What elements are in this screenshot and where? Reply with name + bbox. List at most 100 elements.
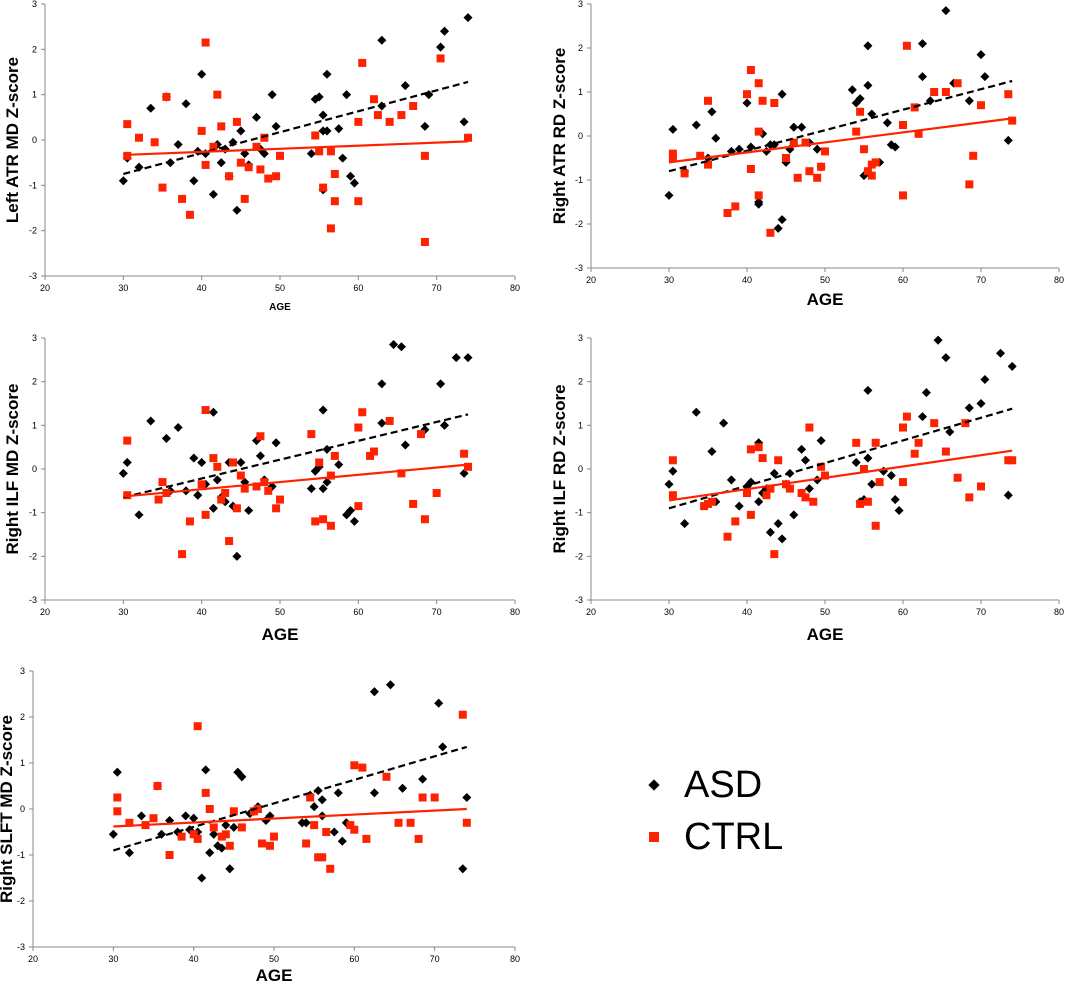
data-point-asd [917, 72, 928, 82]
data-point-asd [773, 519, 783, 529]
data-point-asd [459, 117, 469, 127]
legend: ASD CTRL [640, 764, 840, 875]
data-point-ctrl [193, 834, 202, 843]
data-point-ctrl [813, 173, 822, 182]
data-point-ctrl [406, 818, 415, 827]
data-point-ctrl [941, 88, 950, 96]
data-point-ctrl [256, 165, 265, 174]
diamond-marker-icon [648, 779, 660, 791]
data-point-ctrl [354, 197, 363, 206]
data-point-ctrl [197, 126, 206, 135]
data-point-ctrl [774, 456, 783, 465]
data-point-ctrl [789, 138, 798, 147]
data-point-ctrl [746, 445, 755, 454]
data-point-asd [377, 35, 387, 45]
data-point-ctrl [930, 419, 939, 428]
data-point-asd [385, 680, 396, 690]
data-point-asd [1003, 135, 1013, 145]
data-point-asd [917, 412, 928, 422]
data-point-asd [118, 176, 128, 186]
data-point-asd [800, 455, 811, 465]
data-point-ctrl [201, 406, 210, 415]
data-point-asd [451, 353, 461, 363]
data-point-ctrl [265, 841, 274, 850]
data-point-ctrl [464, 462, 472, 471]
y-axis-title: Right SLFT MD Z-score [0, 715, 16, 903]
y-axis-title: Right ATR RD Z-score [550, 48, 569, 225]
data-point-ctrl [177, 832, 186, 841]
data-point-asd [377, 379, 387, 389]
data-point-ctrl [240, 484, 249, 493]
data-point-ctrl [899, 423, 907, 432]
data-point-ctrl [264, 174, 273, 183]
data-point-ctrl [863, 497, 872, 506]
data-point-asd [863, 80, 873, 90]
trendline-asd [123, 413, 469, 499]
data-point-asd [271, 121, 281, 131]
x-tick-label: 80 [510, 954, 520, 964]
data-point-ctrl [150, 138, 159, 147]
data-point-asd [181, 811, 191, 821]
data-point-ctrl [225, 841, 234, 850]
data-point-ctrl [871, 521, 880, 530]
x-tick-label: 30 [118, 283, 128, 293]
x-tick-label: 30 [108, 954, 118, 964]
data-point-asd [462, 792, 472, 803]
data-point-asd [306, 484, 316, 494]
data-point-asd [349, 516, 359, 526]
x-tick-label: 70 [432, 607, 442, 617]
y-tick-label: -3 [29, 271, 37, 281]
data-point-ctrl [189, 830, 198, 839]
data-point-asd [318, 484, 328, 494]
data-point-ctrl [162, 92, 171, 101]
data-point-asd [334, 124, 344, 134]
data-point-ctrl [731, 202, 740, 211]
y-tick-label: 2 [32, 377, 37, 387]
data-point-ctrl [257, 839, 266, 848]
data-point-ctrl [326, 224, 335, 233]
x-tick-label: 40 [189, 954, 199, 964]
data-point-ctrl [668, 154, 677, 162]
data-point-ctrl [113, 807, 122, 816]
data-point-ctrl [201, 160, 210, 169]
legend-item-ctrl: CTRL [640, 816, 783, 858]
data-point-ctrl [782, 154, 790, 162]
data-point-ctrl [236, 158, 245, 167]
data-point-ctrl [863, 167, 872, 176]
data-point-asd [236, 457, 246, 467]
data-point-asd [463, 13, 473, 23]
data-point-ctrl [867, 171, 876, 180]
data-point-asd [208, 503, 218, 513]
data-point-ctrl [315, 458, 324, 467]
data-point-ctrl [801, 493, 810, 502]
data-point-asd [976, 50, 986, 60]
data-point-asd [789, 510, 799, 520]
chart-right-slft-md: -3 -2 -1 0 1 2 3 20 30 40 50 60 70 80 AGE Right SLFT MD… [0, 666, 520, 985]
data-point-asd [976, 398, 986, 409]
y-tick-label: -3 [575, 595, 583, 605]
data-point-ctrl [307, 430, 316, 439]
x-tick-label: 80 [510, 283, 520, 293]
x-tick-label: 20 [40, 607, 50, 617]
data-point-asd [161, 433, 171, 443]
x-tick-label: 70 [976, 275, 986, 285]
data-point-ctrl [382, 772, 391, 781]
data-point-ctrl [397, 469, 406, 478]
data-point-asd [337, 836, 347, 846]
data-point-asd [754, 497, 764, 507]
trendline-asd [113, 745, 468, 852]
x-tick-label: 60 [898, 275, 908, 285]
data-point-ctrl [201, 788, 210, 797]
data-point-ctrl [766, 484, 775, 493]
y-tick-label: 2 [32, 44, 37, 54]
data-point-ctrl [668, 456, 677, 465]
x-tick-label: 80 [510, 607, 520, 617]
data-point-asd [964, 96, 974, 106]
data-point-asd [314, 92, 324, 102]
chart-panel-right-ilf-md: -3 -2 -1 0 1 2 3 20 30 40 50 60 70 80 AGE Right ILF MD … [0, 330, 525, 655]
data-point-asd [459, 468, 469, 478]
data-point-ctrl [232, 504, 241, 513]
data-point-asd [333, 788, 343, 798]
data-point-ctrl [420, 515, 429, 524]
data-point-ctrl [185, 210, 194, 219]
